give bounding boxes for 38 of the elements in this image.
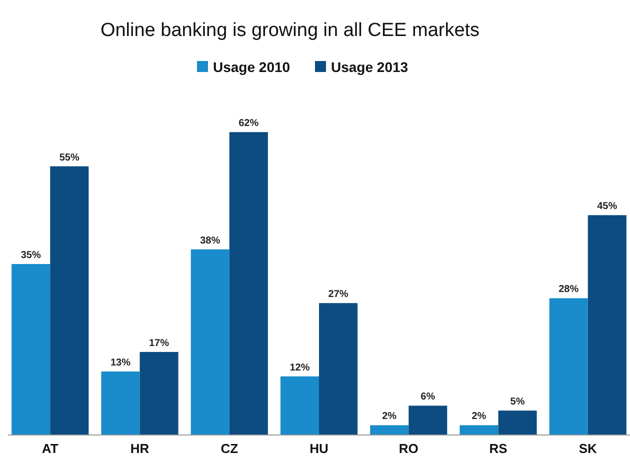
bar — [370, 425, 409, 435]
bar — [498, 410, 537, 435]
x-tick-label: SK — [578, 441, 598, 456]
data-label: 2% — [472, 411, 486, 422]
bar — [280, 376, 319, 435]
data-label: 45% — [597, 201, 618, 212]
x-tick-label: RO — [398, 441, 418, 456]
data-label: 13% — [110, 357, 131, 368]
x-tick-label: CZ — [220, 441, 238, 456]
bar — [549, 298, 588, 435]
x-tick-label: RS — [489, 441, 508, 456]
bar — [50, 166, 89, 435]
data-label: 5% — [510, 396, 525, 408]
bar — [229, 132, 268, 435]
data-label: 27% — [328, 289, 348, 300]
legend-label: Usage 2010 — [213, 59, 290, 75]
chart-title: Online banking is growing in all CEE markets — [100, 20, 480, 41]
x-tick-label: HU — [310, 441, 328, 456]
data-label: 35% — [20, 250, 41, 262]
bar — [12, 264, 50, 435]
data-label: 2% — [382, 411, 397, 422]
bar — [190, 249, 230, 435]
data-label: 12% — [290, 362, 310, 374]
data-label: 17% — [149, 338, 170, 349]
bar — [408, 406, 448, 435]
bar — [319, 303, 358, 435]
data-label: 6% — [420, 392, 436, 403]
bar — [588, 215, 626, 435]
data-label: 55% — [59, 152, 80, 164]
data-label: 62% — [238, 118, 259, 130]
x-tick-label: AT — [42, 441, 58, 456]
bar — [140, 352, 178, 435]
data-label: 28% — [558, 284, 579, 296]
data-label: 38% — [200, 235, 220, 246]
bar — [101, 371, 140, 435]
bar — [460, 425, 498, 435]
legend-label: Usage 2013 — [331, 59, 408, 75]
x-tick-label: HR — [130, 441, 150, 456]
